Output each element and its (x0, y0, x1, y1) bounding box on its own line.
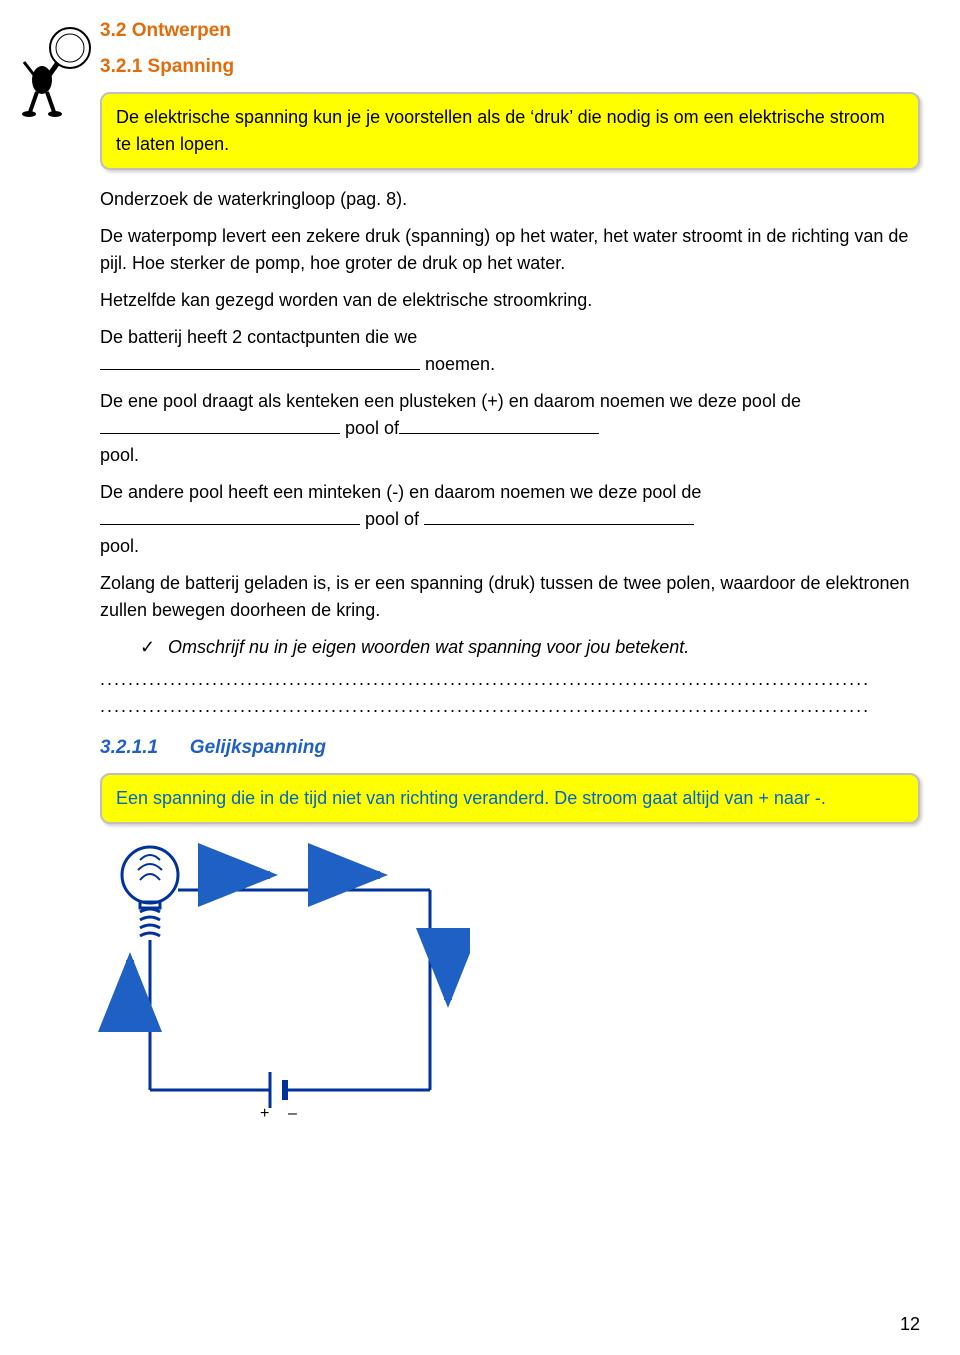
para-onderzoek: Onderzoek de waterkringloop (pag. 8). (100, 186, 920, 213)
svg-text:–: – (288, 1105, 297, 1120)
text: De ene pool draagt als kenteken een plus… (100, 391, 801, 411)
text: De andere pool heeft een minteken (-) en… (100, 482, 701, 502)
heading-ontwerpen: 3.2 Ontwerpen (100, 20, 920, 42)
para-hetzelfde: Hetzelfde kan gezegd worden van de elekt… (100, 287, 920, 314)
h4-title: Gelijkspanning (190, 737, 326, 758)
text: pool of (365, 509, 419, 529)
text: pool. (100, 445, 139, 465)
answer-line-1[interactable]: ........................................… (100, 669, 920, 690)
para-pluspool: De ene pool draagt als kenteken een plus… (100, 388, 920, 469)
page-number: 12 (900, 1314, 920, 1335)
callout-definition-gelijkspanning: Een spanning die in de tijd niet van ric… (100, 773, 920, 824)
task-omschrijf: Omschrijf nu in je eigen woorden wat spa… (140, 634, 920, 661)
circuit-diagram: + – (90, 840, 920, 1125)
magnifier-detective-icon (22, 20, 92, 120)
callout-definition-spanning: De elektrische spanning kun je je voorst… (100, 92, 920, 170)
blank-5[interactable] (424, 507, 694, 525)
blank-2[interactable] (100, 416, 340, 434)
heading-gelijkspanning: 3.2.1.1 Gelijkspanning (100, 737, 920, 759)
heading-spanning: 3.2.1 Spanning (100, 56, 920, 78)
svg-text:+: + (260, 1105, 269, 1120)
para-waterpomp: De waterpomp levert een zekere druk (spa… (100, 223, 920, 277)
text: noemen. (425, 354, 495, 374)
h4-number: 3.2.1.1 (100, 737, 158, 758)
answer-line-2[interactable]: ........................................… (100, 696, 920, 717)
blank-4[interactable] (100, 507, 360, 525)
blank-3[interactable] (399, 416, 599, 434)
blank-1[interactable] (100, 352, 420, 370)
text: pool. (100, 536, 139, 556)
para-zolang: Zolang de batterij geladen is, is er een… (100, 570, 920, 624)
para-minpool: De andere pool heeft een minteken (-) en… (100, 479, 920, 560)
text: pool of (345, 418, 399, 438)
para-contactpunten: De batterij heeft 2 contactpunten die we… (100, 324, 920, 378)
text: De batterij heeft 2 contactpunten die we (100, 327, 417, 347)
